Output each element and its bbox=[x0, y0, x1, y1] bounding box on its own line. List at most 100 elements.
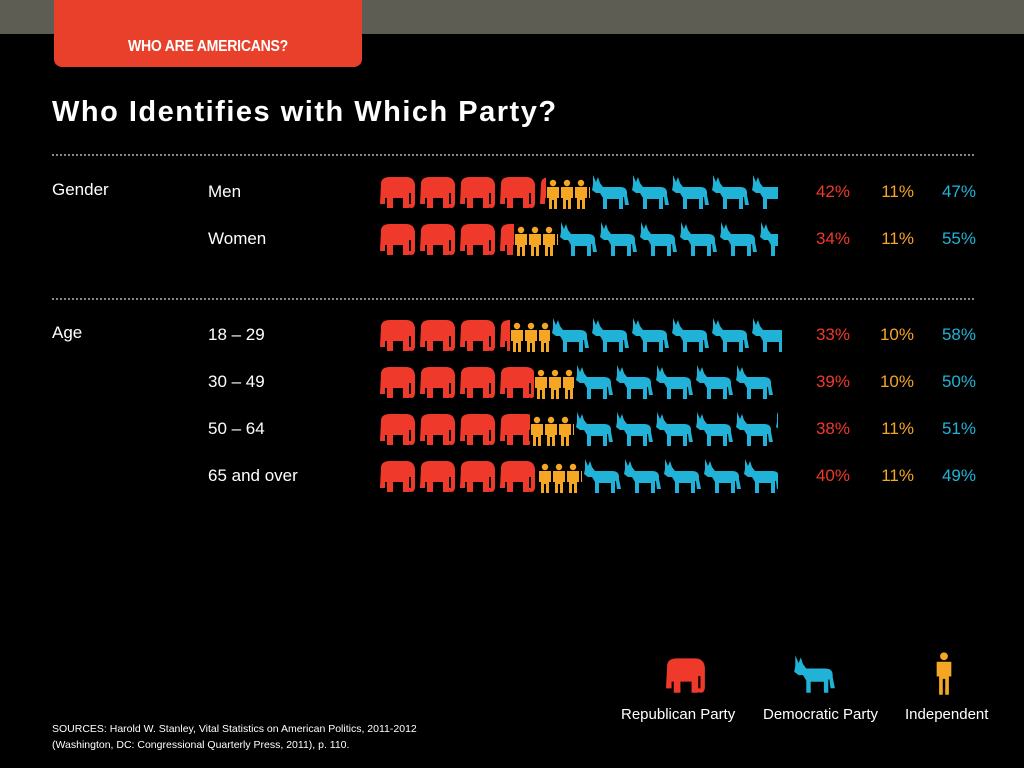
pct-republican-50-64: 38% bbox=[815, 419, 850, 438]
pictograph-svg bbox=[380, 318, 782, 352]
donkey-icon bbox=[736, 412, 773, 446]
elephant-icon bbox=[420, 414, 455, 445]
pct-independent-65-over: 11% bbox=[881, 466, 914, 485]
person-icon bbox=[575, 179, 587, 209]
pct-republican-18-29: 33% bbox=[815, 325, 850, 344]
donkey-icon bbox=[656, 412, 693, 446]
page-title: Who Identifies with Which Party? bbox=[52, 96, 558, 128]
donkey-icon bbox=[616, 412, 653, 446]
pictograph-30-49 bbox=[378, 364, 788, 400]
pct-democratic-65-over: 49% bbox=[941, 466, 976, 485]
person-icon bbox=[545, 416, 557, 446]
donkey-icon bbox=[680, 222, 717, 256]
donkey-icon bbox=[632, 318, 669, 352]
donkey-icon bbox=[744, 459, 778, 493]
pictograph-18-29 bbox=[378, 317, 788, 353]
donkey-icon bbox=[704, 459, 741, 493]
donkey-icon bbox=[584, 459, 621, 493]
row-label-men: Men bbox=[208, 182, 242, 201]
person-icon bbox=[573, 424, 574, 435]
elephant-icon bbox=[540, 177, 546, 204]
section-tab-label: WHO ARE AMERICANS? bbox=[127, 38, 289, 55]
elephant-icon bbox=[380, 461, 415, 492]
elephant-icon bbox=[380, 367, 415, 398]
segment-person bbox=[531, 416, 574, 446]
group-label-gender: Gender bbox=[52, 180, 109, 199]
donkey-icon bbox=[592, 175, 629, 209]
segment-elephant bbox=[380, 367, 534, 398]
elephant-icon bbox=[460, 224, 495, 255]
elephant-icon bbox=[420, 177, 455, 208]
elephant-icon bbox=[500, 461, 535, 492]
segment-person bbox=[535, 369, 574, 399]
donkey-icon bbox=[794, 655, 835, 693]
donkey-icon bbox=[672, 318, 709, 352]
person-icon bbox=[535, 369, 547, 399]
person-icon bbox=[539, 463, 551, 493]
donkey-icon bbox=[720, 222, 757, 256]
donkey-icon bbox=[752, 318, 782, 352]
segment-elephant bbox=[380, 320, 510, 351]
elephant-icon bbox=[500, 224, 514, 255]
pct-democratic-women: 55% bbox=[941, 229, 976, 248]
person-icon bbox=[559, 416, 571, 446]
elephant-icon bbox=[380, 414, 415, 445]
segment-donkey bbox=[576, 365, 773, 399]
person-icon bbox=[525, 322, 537, 352]
donkey-icon bbox=[696, 412, 733, 446]
donkey-icon bbox=[736, 365, 773, 399]
pct-republican-30-49: 39% bbox=[815, 372, 850, 391]
donkey-icon bbox=[712, 175, 749, 209]
person-icon bbox=[547, 179, 559, 209]
elephant-icon bbox=[420, 224, 455, 255]
donkey-icon bbox=[656, 365, 693, 399]
elephant-icon bbox=[380, 320, 415, 351]
pct-democratic-men: 47% bbox=[941, 182, 976, 201]
donkey-icon bbox=[760, 222, 778, 256]
segment-person bbox=[539, 463, 582, 493]
elephant-icon bbox=[666, 658, 705, 693]
segment-donkey bbox=[584, 459, 778, 493]
person-icon bbox=[936, 652, 952, 695]
donkey-icon bbox=[576, 365, 613, 399]
donkey-icon bbox=[600, 222, 637, 256]
segment-elephant bbox=[380, 177, 546, 208]
person-icon bbox=[581, 471, 582, 482]
row-label-50-64: 50 – 64 bbox=[208, 419, 265, 438]
sources-line-2: (Washington, DC: Congressional Quarterly… bbox=[52, 739, 350, 751]
segment-person bbox=[547, 179, 590, 209]
legend-label-republican: Republican Party bbox=[621, 706, 736, 723]
person-icon bbox=[561, 179, 573, 209]
segment-donkey bbox=[592, 175, 778, 209]
person-icon bbox=[539, 322, 550, 352]
pct-republican-65-over: 40% bbox=[815, 466, 850, 485]
pct-independent-men: 11% bbox=[881, 182, 914, 201]
elephant-icon bbox=[380, 224, 415, 255]
legend-label-independent: Independent bbox=[905, 706, 989, 723]
segment-elephant bbox=[380, 224, 514, 255]
pct-democratic-30-49: 50% bbox=[941, 372, 976, 391]
donkey-icon bbox=[776, 412, 778, 429]
pct-independent-50-64: 11% bbox=[881, 419, 914, 438]
pictograph-svg bbox=[380, 365, 773, 399]
donkey-icon bbox=[592, 318, 629, 352]
person-icon bbox=[553, 463, 565, 493]
segment-donkey bbox=[552, 318, 782, 352]
pct-independent-women: 11% bbox=[881, 229, 914, 248]
pictograph-svg bbox=[380, 222, 778, 256]
person-icon bbox=[529, 226, 541, 256]
elephant-icon bbox=[420, 461, 455, 492]
elephant-icon bbox=[460, 367, 495, 398]
elephant-icon bbox=[500, 414, 530, 445]
pct-independent-18-29: 10% bbox=[879, 325, 914, 344]
donkey-icon bbox=[560, 222, 597, 256]
person-icon bbox=[557, 234, 558, 245]
pictograph-svg bbox=[380, 459, 778, 493]
pictograph-men bbox=[378, 174, 788, 210]
row-label-women: Women bbox=[208, 229, 267, 248]
segment-person bbox=[515, 226, 558, 256]
donkey-icon bbox=[664, 459, 701, 493]
segment-elephant bbox=[380, 414, 530, 445]
divider-middle bbox=[52, 298, 974, 300]
section-tab: WHO ARE AMERICANS? bbox=[54, 0, 362, 67]
